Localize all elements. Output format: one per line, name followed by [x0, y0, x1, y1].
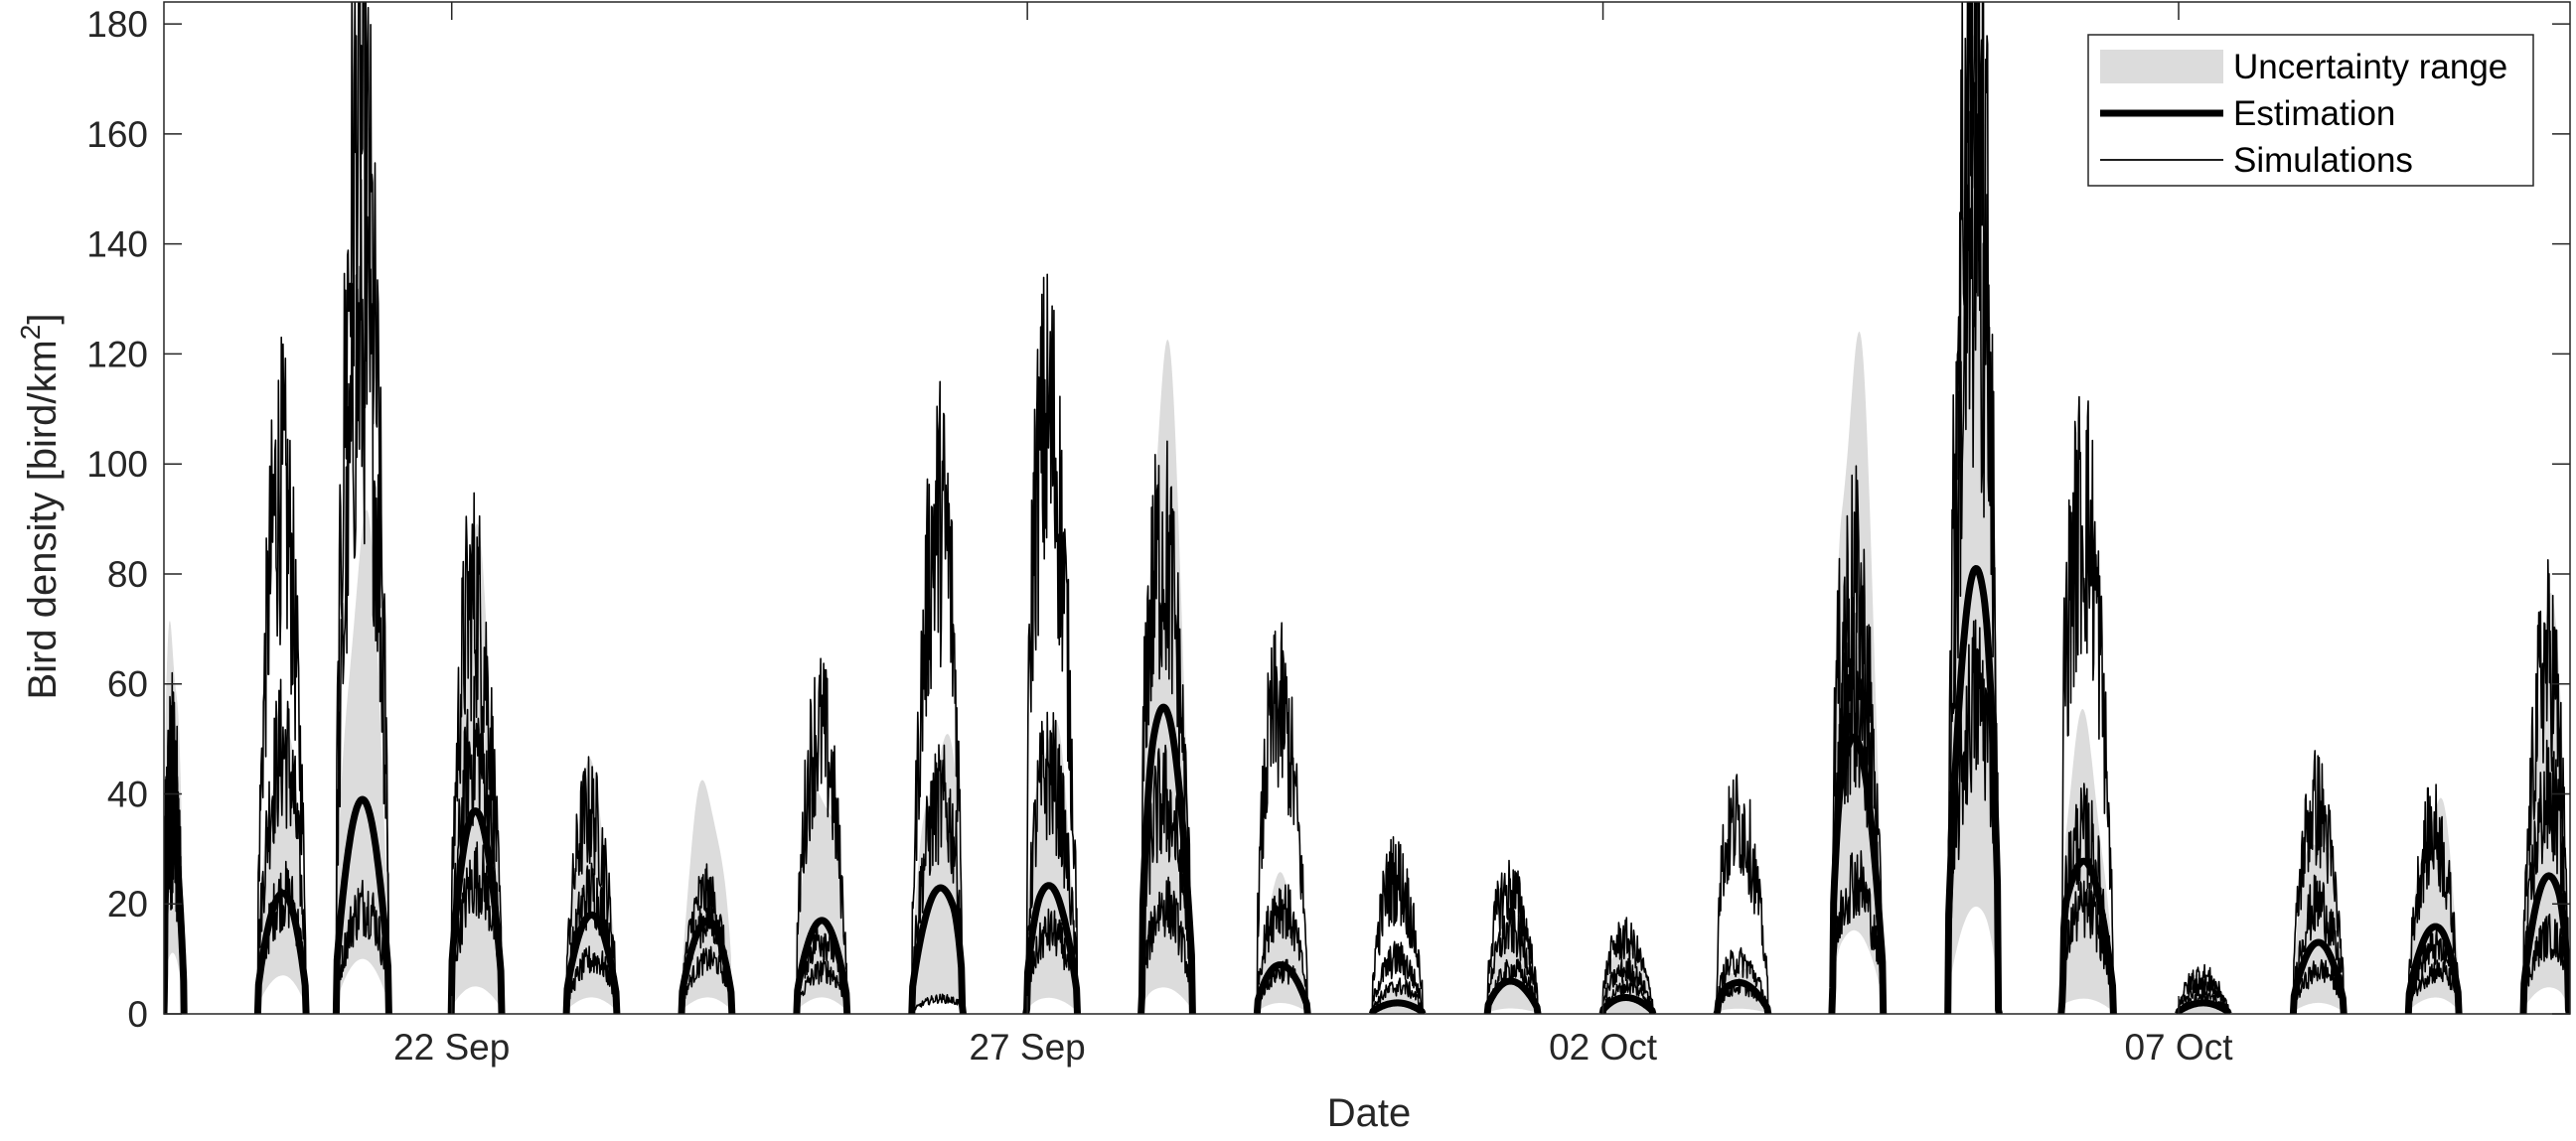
estimation-line-night-21	[2403, 923, 2464, 1014]
x-tick-label-27: 27 Sep	[969, 1027, 1085, 1068]
y-axis-title-main: Bird density [bird/km	[21, 340, 65, 699]
estimation-group	[164, 565, 2570, 1014]
plot-area	[164, 2, 2570, 1014]
estimation-line-night-1	[164, 832, 188, 1014]
simulation-line-night-14-1	[1600, 917, 1655, 1014]
y-tick-label-120: 120	[86, 334, 148, 374]
estimation-line-night-20	[2289, 938, 2349, 1014]
estimation-line-night-3	[332, 795, 393, 1014]
y-tick-label-60: 60	[107, 664, 148, 705]
estimation-line-night-8	[907, 884, 967, 1014]
simulation-line-night-3-3	[334, 879, 391, 1014]
simulation-line-night-15-1	[1715, 774, 1770, 1014]
simulation-line-night-12-2	[1370, 940, 1426, 1014]
simulation-line-night-8-3	[909, 993, 965, 1014]
y-tick-label-20: 20	[107, 884, 148, 925]
simulation-line-night-20-2	[2291, 874, 2347, 1014]
simulation-line-night-18-3	[2060, 880, 2116, 1014]
legend: Uncertainty range Estimation Simulations	[2087, 34, 2534, 187]
y-tick-label-180: 180	[86, 4, 148, 45]
estimation-line-night-9	[1022, 882, 1082, 1014]
legend-label-sim: Simulations	[2233, 141, 2413, 180]
simulation-line-night-21-3	[2406, 959, 2462, 1014]
simulation-line-night-4-2	[449, 675, 505, 1014]
estimation-line-night-7	[792, 917, 852, 1014]
simulation-line-night-21-1	[2406, 784, 2462, 1014]
simulation-line-night-12-1	[1370, 836, 1426, 1014]
x-tick-label-22: 22 Sep	[393, 1027, 510, 1068]
y-tick-label-80: 80	[107, 554, 148, 595]
axes-box	[163, 1, 2571, 1015]
simulation-line-night-15-2	[1715, 946, 1770, 1014]
legend-swatch-band	[2100, 50, 2223, 83]
simulation-line-night-20-1	[2291, 750, 2347, 1014]
simulation-line-night-4-1	[449, 492, 505, 1014]
y-axis-title: Bird density [bird/km2]	[15, 313, 65, 699]
x-tick-label-32: 02 Oct	[1549, 1027, 1658, 1068]
simulation-line-night-16-3	[1830, 850, 1886, 1014]
simulation-line-night-22-2	[2521, 739, 2570, 1014]
legend-label-band: Uncertainty range	[2233, 48, 2507, 86]
simulation-line-night-5-3	[564, 945, 619, 1014]
estimation-line-night-4	[446, 807, 507, 1014]
simulation-line-night-9-1	[1024, 273, 1080, 1014]
estimation-line-night-6	[677, 917, 737, 1014]
simulation-line-night-17-2	[1945, 62, 2001, 1014]
estimation-line-night-5	[561, 911, 622, 1014]
simulation-line-night-20-3	[2291, 958, 2347, 1014]
simulation-line-night-2-2	[255, 678, 309, 1014]
simulation-line-night-12-3	[1370, 977, 1426, 1014]
estimation-line-night-11	[1253, 961, 1312, 1014]
y-tick-label-100: 100	[86, 444, 148, 485]
estimation-line-night-17	[1943, 565, 2003, 1014]
estimation-line-night-13	[1482, 977, 1543, 1014]
estimation-line-night-16	[1828, 733, 1889, 1014]
simulation-line-night-19-2	[2176, 977, 2231, 1014]
y-tick-label-140: 140	[86, 224, 148, 265]
estimation-line-night-18	[2057, 857, 2118, 1014]
estimation-line-night-15	[1713, 978, 1773, 1014]
estimation-line-night-19	[2174, 999, 2233, 1014]
y-tick-label-160: 160	[86, 114, 148, 155]
estimation-line-night-12	[1367, 999, 1428, 1014]
simulation-line-night-6-3	[680, 945, 734, 1014]
y-tick-label-40: 40	[107, 774, 148, 814]
estimation-line-night-10	[1137, 703, 1197, 1014]
simulation-line-night-14-2	[1600, 957, 1655, 1014]
simulation-line-night-18-1	[2060, 395, 2116, 1014]
simulation-line-night-7-1	[794, 657, 849, 1014]
simulation-line-night-9-2	[1024, 711, 1080, 1014]
x-tick-label-37: 07 Oct	[2124, 1027, 2233, 1068]
simulation-line-night-10-3	[1139, 876, 1195, 1014]
simulation-line-night-10-1	[1139, 440, 1195, 1014]
y-axis-title-end: ]	[21, 313, 65, 324]
estimation-line-night-2	[253, 889, 311, 1014]
simulation-line-night-11-2	[1255, 884, 1310, 1014]
simulation-line-night-11-1	[1255, 622, 1310, 1014]
x-axis-title: Date	[1327, 1091, 1412, 1135]
legend-label-est: Estimation	[2233, 94, 2395, 133]
y-tick-label-0: 0	[127, 994, 148, 1035]
simulation-line-night-17-1	[1945, 2, 2001, 1014]
simulation-line-night-2-1	[255, 336, 309, 1014]
simulation-line-night-8-2	[909, 744, 965, 1014]
estimation-line-night-14	[1597, 994, 1658, 1014]
simulation-line-night-7-3	[794, 956, 849, 1014]
estimation-line-night-22	[2518, 872, 2570, 1014]
simulation-line-night-5-1	[564, 756, 619, 1014]
y-axis-title-sup: 2	[15, 325, 46, 341]
simulation-line-night-3-1	[334, 2, 391, 1014]
axes: 0 20 40 60 80 100 120 140 160 180 22 Sep 27 Sep 02 O…	[86, 1, 2571, 1068]
simulation-line-night-3-2	[334, 174, 391, 1014]
simulation-line-night-8-1	[909, 380, 965, 1014]
